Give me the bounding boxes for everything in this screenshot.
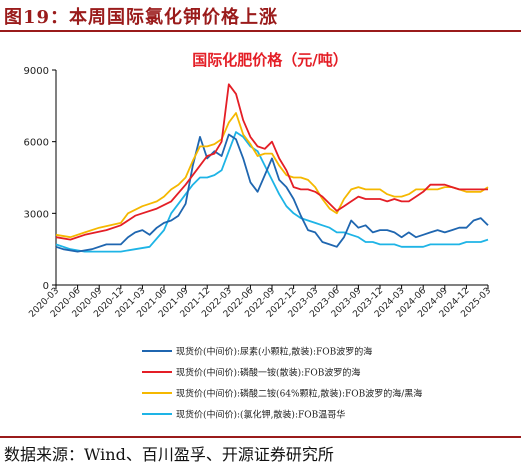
legend-label-2: 现货价(中间价):磷酸一铵(散装):FOB波罗的海 xyxy=(176,367,360,379)
series-line-1 xyxy=(55,133,489,253)
figure-caption: 图19：本周国际氯化钾价格上涨 xyxy=(4,7,279,28)
series-line-3 xyxy=(55,112,489,239)
caption-rule xyxy=(0,30,521,32)
source-note: 数据来源：Wind、百川盈孚、开源证券研究所 xyxy=(4,445,334,464)
series-line-2 xyxy=(55,83,488,241)
source-rule xyxy=(0,436,521,438)
y-tick-label: 3000 xyxy=(24,209,49,220)
legend-label-3: 现货价(中间价):磷酸二铵(64%颗粒,散装):FOB波罗的海/黑海 xyxy=(176,388,422,400)
series-lines xyxy=(55,83,489,253)
y-tick-label: 9000 xyxy=(24,66,49,77)
chart-title: 国际化肥价格（元/吨） xyxy=(192,51,347,69)
series-line-4 xyxy=(55,131,489,253)
line-chart: 国际化肥价格（元/吨） 03000600090002020-032020-062… xyxy=(24,51,494,421)
y-tick-label: 6000 xyxy=(24,138,49,149)
legend: 现货价(中间价):尿素(小颗粒,散装):FOB波罗的海现货价(中间价):磷酸一铵… xyxy=(142,346,422,421)
legend-label-4: 现货价(中间价):(氯化钾,散装):FOB温哥华 xyxy=(176,409,345,421)
legend-label-1: 现货价(中间价):尿素(小颗粒,散装):FOB波罗的海 xyxy=(176,346,372,358)
y-tick-label: 0 xyxy=(43,281,49,292)
